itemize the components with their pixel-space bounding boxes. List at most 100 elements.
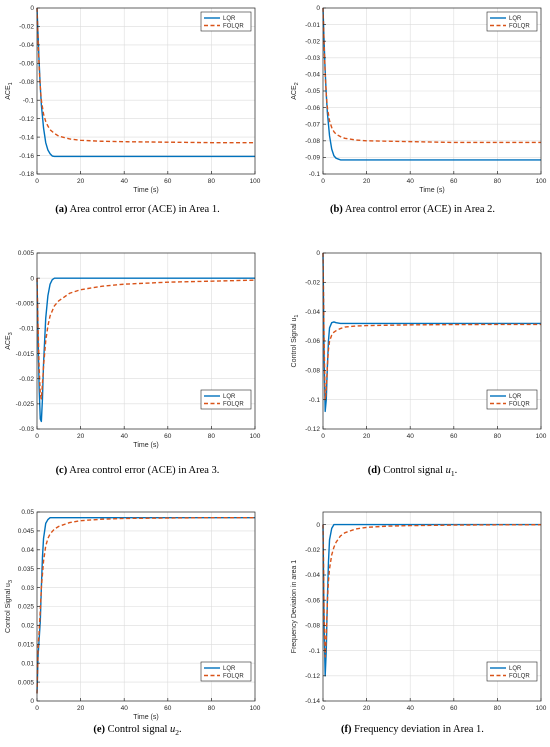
x-tick-label: 0 [35,433,39,440]
y-tick-label: -0.09 [305,155,320,162]
legend-box [486,389,538,410]
x-axis-label: Time (s) [419,187,444,194]
legend-label-lqr: LQR [509,16,522,22]
x-tick-label: 0 [35,178,39,185]
y-tick-label: -0.01 [19,326,34,333]
series-line-lqr [36,277,255,423]
x-tick-label: 100 [536,433,547,440]
x-tick-label: 20 [77,433,85,440]
y-axis-label-text: ACE [5,335,12,350]
y-axis-label-subscript: 3 [8,580,14,583]
x-tick-label: 100 [536,705,547,712]
y-axis-label-text: Control Signal u [5,583,12,633]
y-tick-label: -0.16 [19,153,34,160]
caption-d-text: Control signal [383,465,446,476]
legend-label-folqr: FOLQR [223,402,244,408]
y-tick-label: -0.08 [305,623,320,630]
chart-panel-b: 0 20 40 60 80 100 -0.1 -0.09 -0.08 -0.07 -0.06 -0.0… [275,0,550,218]
y-tick-label: -0.04 [305,572,320,579]
x-tick-label: 40 [407,433,415,440]
legend: LQR FOLQR [486,389,538,410]
caption-b-tag: (b) [329,204,343,215]
x-tick-label: 80 [494,705,502,712]
caption-c-text: Area control error (ACE) in Area 3. [69,465,220,476]
caption-e-text: Control signal [107,724,171,735]
caption-e-math-sub: 2 [175,728,180,738]
y-axis-label: Control Signal u1 [291,315,300,368]
x-tick-label: 80 [208,433,216,440]
y-tick-label: -0.08 [19,79,34,86]
chart-a: 0 20 40 60 80 100 -0.18 -0.16 -0.14 -0.12 -0.1 -0.0… [5,5,261,194]
series-line-folqr [36,278,256,400]
x-tick-label: 0 [321,178,325,185]
y-tick-label: -0.12 [305,426,320,433]
x-axis-label: Time (s) [133,442,158,449]
y-axis-label: ACE3 [5,332,14,349]
legend-box [200,661,252,682]
legend-label-folqr: FOLQR [509,24,530,30]
caption-d-tag: (d) [367,465,381,476]
chart-panel-a: 0 20 40 60 80 100 -0.18 -0.16 -0.14 -0.12 -0.1 -0.0… [0,0,275,218]
x-tick-label: 20 [363,178,371,185]
y-tick-label: -0.1 [309,171,321,178]
legend-label-lqr: LQR [223,394,236,400]
caption-b-text: Area control error (ACE) in Area 2. [344,204,496,215]
legend-label-folqr: FOLQR [509,402,530,408]
y-tick-label: -0.14 [19,134,34,141]
x-tick-label: 40 [121,178,129,185]
y-axis-label: Control Signal u3 [5,580,14,633]
y-tick-label: 0.005 [18,679,35,686]
chart-d: 0 20 40 60 80 100 -0.12 -0.1 -0.08 -0.06 -0.04 -0.0… [291,250,547,440]
legend: LQR FOLQR [200,661,252,682]
legend-label-lqr: LQR [509,394,522,400]
y-tick-label: -0.14 [305,698,320,705]
y-tick-label: -0.08 [305,138,320,145]
y-tick-label: 0 [30,275,34,282]
series-line-lqr [322,252,541,413]
x-tick-label: 20 [77,705,85,712]
legend: LQR FOLQR [200,11,252,32]
y-tick-label: 0.05 [21,509,34,516]
y-tick-label: -0.02 [305,38,320,45]
y-tick-label: -0.02 [305,280,320,287]
y-axis-label-text: ACE [5,85,12,100]
legend-box [200,389,252,410]
y-axis-label: Frequency Deviation in area 1 [291,560,298,653]
y-tick-label: -0.015 [16,351,35,358]
y-tick-label: 0 [30,698,34,705]
caption-a: (a) Area control error (ACE) in Area 1. [0,204,275,215]
series-line-lqr [322,523,541,677]
x-tick-label: 20 [363,433,371,440]
series-line-folqr [322,252,541,401]
x-tick-label: 0 [321,433,325,440]
y-tick-label: -0.02 [19,376,34,383]
chart-panel-c: 0 20 40 60 80 100 -0.03 -0.025 -0.02 -0.015 -0.01 -… [0,245,275,490]
x-tick-label: 60 [164,178,172,185]
caption-d-math-sub: 1 [450,469,455,479]
x-tick-label: 80 [494,433,502,440]
x-tick-label: 100 [250,705,261,712]
y-tick-label: 0 [316,5,320,12]
axes-box [322,511,542,702]
y-tick-label: -0.07 [305,121,320,128]
caption-d-tail: . [454,465,458,476]
x-tick-label: 80 [208,705,216,712]
y-tick-label: 0.02 [21,623,34,630]
chart-c: 0 20 40 60 80 100 -0.03 -0.025 -0.02 -0.015 -0.01 -… [5,250,261,449]
x-axis-label: Time (s) [133,714,158,721]
chart-e: 0 20 40 60 80 100 0 0.005 0.01 0.015 0.02 0.025 0.03… [5,509,261,721]
legend-label-folqr: FOLQR [509,674,530,680]
x-tick-label: 60 [164,705,172,712]
caption-a-text: Area control error (ACE) in Area 1. [69,204,220,215]
y-tick-label: -0.04 [305,72,320,79]
caption-f-tag: (f) [341,724,352,735]
y-tick-label: -0.005 [16,300,35,307]
caption-b: (b) Area control error (ACE) in Area 2. [275,204,550,215]
y-tick-label: -0.04 [19,42,34,49]
x-tick-label: 60 [450,705,458,712]
y-axis-label-text: Frequency Deviation in area 1 [291,560,298,653]
series-line-lqr [322,7,541,161]
y-tick-label: -0.03 [305,55,320,62]
caption-c-tag: (c) [55,465,68,476]
y-tick-label: -0.02 [19,24,34,31]
